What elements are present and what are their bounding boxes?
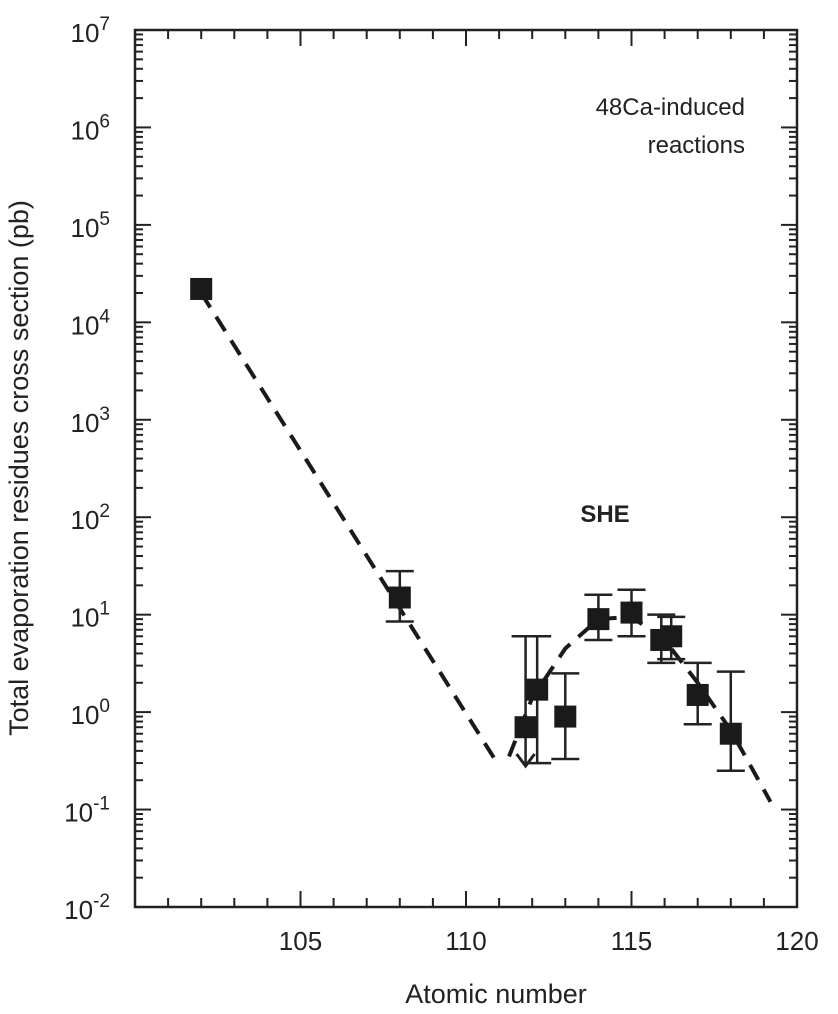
plot-frame <box>133 28 799 909</box>
y-tick-label: 103 <box>71 404 111 438</box>
x-tick-label: 105 <box>279 926 322 956</box>
axis-tick-labels: 105 110 115 120 107 106 105 104 103 102 101 100 10-1… <box>64 14 819 956</box>
data-point <box>719 722 742 745</box>
y-tick-label: 10-2 <box>64 891 110 925</box>
y-tick-label: 101 <box>71 599 111 633</box>
y-tick-label: 100 <box>71 696 111 730</box>
data-point <box>190 277 213 300</box>
annotation-she: SHE <box>580 501 629 528</box>
trend-line <box>199 291 501 768</box>
x-tick-label: 110 <box>445 926 486 956</box>
y-axis-title: Total evaporation residues cross section… <box>4 200 34 736</box>
y-tick-label: 10-1 <box>64 794 110 828</box>
data-point <box>620 601 643 624</box>
upper-limit-arrow <box>515 753 536 769</box>
data-markers <box>190 277 742 745</box>
data-point <box>554 705 577 728</box>
data-point <box>587 608 610 631</box>
data-point <box>526 678 549 701</box>
annotation-reactions-line2: reactions <box>648 132 745 159</box>
x-axis-title: Atomic number <box>405 979 587 1009</box>
y-tick-label: 107 <box>71 14 111 48</box>
y-tick-label: 106 <box>71 111 111 145</box>
y-tick-label: 102 <box>71 501 111 535</box>
axis-ticks <box>135 30 797 907</box>
data-point <box>660 625 683 648</box>
data-point <box>686 683 709 706</box>
data-point <box>388 586 411 609</box>
x-tick-label: 120 <box>775 926 818 956</box>
data-point <box>514 716 537 739</box>
annotation-reactions-line1: 48Ca-induced <box>596 94 745 121</box>
y-tick-label: 105 <box>71 209 111 243</box>
x-tick-label: 115 <box>611 926 652 956</box>
y-tick-label: 104 <box>71 306 111 340</box>
